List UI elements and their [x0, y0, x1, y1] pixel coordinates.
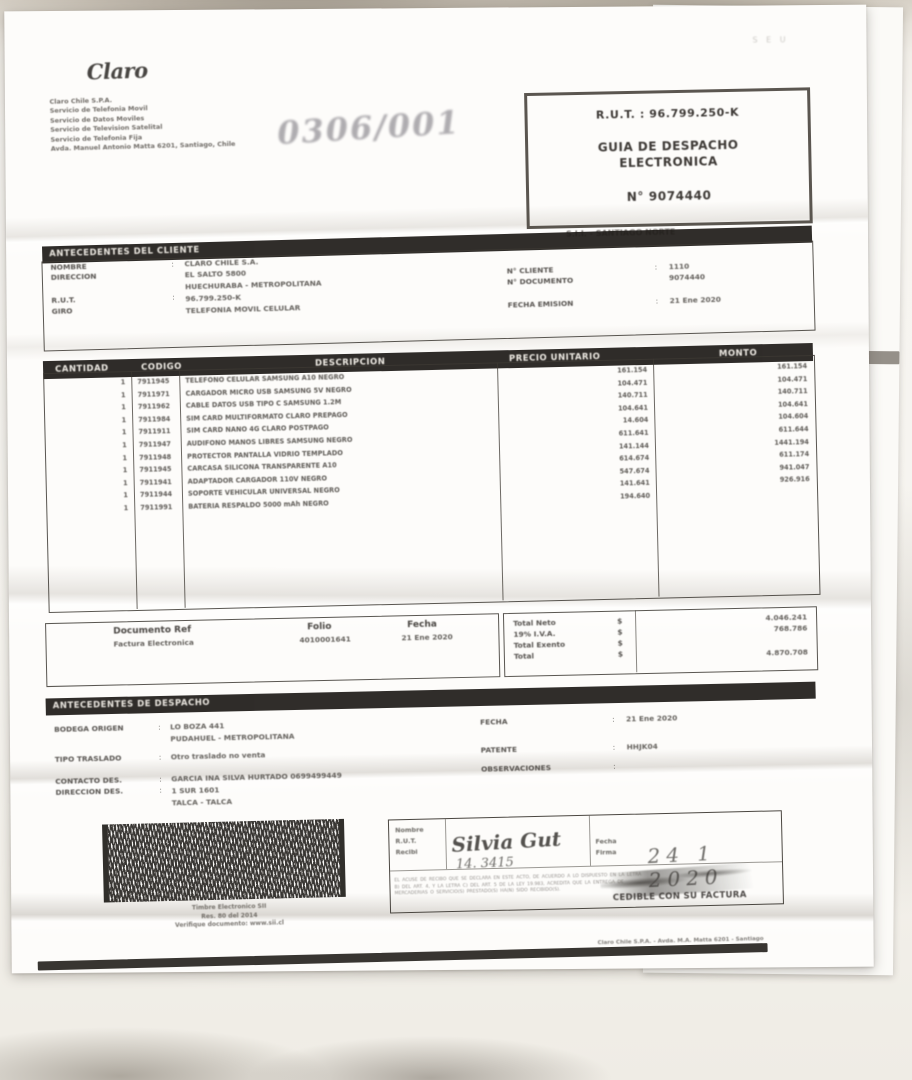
client-label-giro: GIRO	[51, 306, 73, 316]
dispatch-date: 21 Ene 2020	[625, 713, 678, 724]
table-row: 1	[121, 403, 127, 412]
table-row: 7911991	[140, 503, 173, 512]
issuer-rut: R.U.T. : 96.799.250-K	[595, 105, 740, 122]
items-qty-column: 1 1 1 1 1 1 1 1 1 1 1	[105, 376, 129, 515]
faint-top-mark: S E U	[752, 35, 789, 45]
table-row: 7911945	[137, 377, 170, 386]
receipt-label-firma: Firma	[595, 848, 617, 857]
table-row: 194.640	[620, 491, 651, 501]
document-title-box: R.U.T. : 96.799.250-K GUIA DE DESPACHO E…	[524, 87, 813, 230]
handwritten-rut: 14. 3415	[455, 855, 515, 873]
bottom-rule	[37, 943, 768, 971]
currency-symbol: $	[617, 616, 623, 626]
receipt-label-fecha: Fecha	[595, 837, 617, 846]
vehicle-plate: HHJK04	[626, 741, 658, 752]
receipt-label-recibi: Recibi	[395, 847, 418, 857]
currency-symbol: $	[617, 627, 623, 637]
document-type-line2: ELECTRONICA	[619, 154, 718, 171]
total-neto: 4.046.241	[765, 612, 808, 623]
currency-symbol: $	[617, 649, 624, 659]
total-label-neto: Total Neto	[513, 617, 556, 628]
dispatch-label-tipo: TIPO TRASLADO	[54, 753, 122, 764]
dispatch-label-patente: PATENTE	[480, 744, 518, 755]
table-row: 1	[120, 378, 126, 387]
dispatch-label-bodega: BODEGA ORIGEN	[54, 723, 124, 734]
dispatch-contact: GARCIA INA SILVA HURTADO 0699499449	[171, 770, 342, 784]
ref-date: 21 Ene 2020	[401, 632, 453, 643]
document-folio: N° 9074440	[626, 188, 712, 205]
client-number: 1110	[668, 261, 690, 272]
issue-date: 21 Ene 2020	[669, 294, 722, 306]
ref-header-fecha: Fecha	[407, 619, 437, 631]
dispatch-section-title: ANTECEDENTES DE DESPACHO	[52, 697, 211, 712]
sii-pdf417-barcode	[102, 818, 346, 903]
guia-de-despacho-document: S E U Claro Claro Chile S.P.A. Servicio …	[4, 4, 874, 974]
dispatch-label-direccion: DIRECCION DES.	[55, 786, 124, 797]
dispatch-label-fecha: FECHA	[479, 717, 508, 727]
table-row: 1	[121, 415, 127, 425]
items-amount-column: 161.154 104.471 140.711 104.641 104.604 611.6…	[697, 360, 810, 488]
currency-symbol: $	[617, 638, 623, 648]
table-row: 7911944	[139, 490, 173, 500]
table-row: 7911948	[138, 452, 172, 462]
company-logo: Claro	[86, 57, 148, 85]
table-row: 7911984	[138, 414, 171, 424]
client-label-fecha: FECHA EMISION	[507, 298, 574, 310]
handwritten-number: 0306/001	[276, 103, 462, 153]
client-label-numero: N° CLIENTE	[506, 265, 554, 276]
receipt-label-nombre: Nombre	[395, 825, 424, 835]
client-label-nombre: NOMBRE	[50, 261, 87, 272]
cedible-notice: CEDIBLE CON SU FACTURA	[612, 890, 747, 904]
dispatch-address-street: 1 SUR 1601	[171, 785, 220, 796]
ref-header-documento: Documento Ref	[113, 624, 192, 637]
dispatch-label-observaciones: OBSERVACIONES	[481, 763, 552, 774]
dispatch-origin-region: PUDAHUEL - METROPOLITANA	[170, 731, 295, 744]
total-label-iva: 19% I.V.A.	[513, 628, 556, 639]
table-row: 1	[123, 478, 128, 488]
total-amount: 4.870.708	[766, 647, 808, 658]
table-row: 7911962	[137, 402, 171, 412]
table-row: 1	[122, 466, 128, 475]
items-code-column: 7911945 7911971 7911962 7911984 7911911 79119…	[137, 375, 172, 514]
client-rut-value: 96.799.250-K	[185, 292, 242, 304]
ref-folio: 4010001641	[299, 634, 351, 645]
receipt-label-rut: R.U.T.	[395, 836, 417, 846]
dispatch-address-city: TALCA - TALCA	[171, 797, 233, 808]
handwritten-name: Silvia Gut	[450, 826, 562, 857]
table-row: 7911911	[138, 427, 171, 437]
client-label-documento: N° DOCUMENTO	[506, 275, 574, 287]
company-address-block: Claro Chile S.P.A. Servicio de Telefonia…	[49, 93, 235, 154]
ref-doc-type: Factura Electronica	[113, 637, 194, 649]
table-row: 1	[123, 504, 129, 513]
client-street: EL SALTO 5800	[184, 268, 247, 280]
total-iva: 768.786	[773, 623, 808, 634]
table-row: 1	[122, 441, 127, 450]
barcode-caption: Timbre Electronico SII Res. 80 del 2014 …	[129, 901, 330, 931]
dispatch-section-bar: ANTECEDENTES DE DESPACHO	[45, 681, 816, 716]
total-label-exento: Total Exento	[513, 639, 566, 650]
table-row: 7911945	[139, 465, 172, 475]
client-label-rut: R.U.T.	[51, 295, 76, 305]
total-label-total: Total	[513, 651, 535, 661]
table-row: 1	[121, 428, 127, 437]
dispatch-transfer-type: Otro traslado no venta	[170, 750, 266, 762]
document-number: 9074440	[668, 272, 706, 283]
dispatch-origin-warehouse: LO BOZA 441	[170, 721, 225, 732]
table-row: 1	[123, 491, 129, 500]
client-label-direccion: DIRECCION	[50, 271, 97, 282]
items-price-column: 161.154 104.471 140.711 104.641 14.604 611.64…	[547, 364, 650, 505]
dispatch-label-contacto: CONTACTO DES.	[55, 775, 123, 786]
acknowledgement-receipt-box: Nombre R.U.T. Recibi Silvia Gut 14. 3415…	[387, 810, 784, 914]
table-row: 1	[120, 390, 126, 399]
table-row: 7911941	[139, 477, 172, 487]
table-row: 1	[122, 453, 128, 462]
table-row: 7911947	[138, 440, 172, 449]
ref-header-folio: Folio	[307, 621, 332, 633]
table-row: 7911971	[137, 389, 170, 399]
table-row: 926.916	[779, 475, 810, 485]
items-desc-column: TELEFONO CELULAR SAMSUNG A10 NEGRO CARGAD…	[185, 371, 354, 513]
